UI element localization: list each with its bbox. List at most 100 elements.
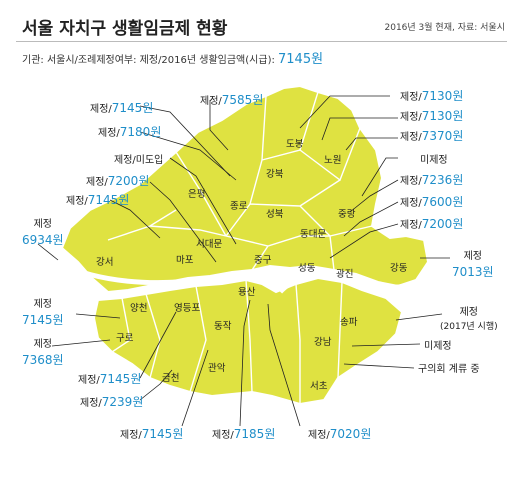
leader-line xyxy=(139,105,231,177)
callout-label: 제정/7200원 xyxy=(86,175,149,188)
callout-label: 제정 7145원 xyxy=(22,298,64,328)
district-name: 은평 xyxy=(188,189,206,200)
callout-status: 구의회 계류 중 xyxy=(418,364,480,375)
callout-status: 제정/미도입 xyxy=(114,155,164,166)
district-name: 송파 xyxy=(340,317,358,328)
callout-label: 제정/7185원 xyxy=(212,428,275,441)
callout-label: 제정/미도입 xyxy=(114,153,163,166)
callout-label: 미제정 xyxy=(424,339,452,352)
district-name: 용산 xyxy=(238,287,256,298)
callout-status: 제정/ xyxy=(98,128,120,139)
callout-status: 제정/ xyxy=(400,132,422,143)
callout-status: 제정/ xyxy=(308,430,330,441)
callout-label: 제정 (2017년 시행) xyxy=(440,306,498,333)
callout-status: 제정/ xyxy=(400,92,422,103)
leader-line xyxy=(51,339,111,347)
callout-status: 제정/ xyxy=(400,198,422,209)
leader-line xyxy=(299,95,390,129)
leader-line xyxy=(267,303,301,427)
leader-line xyxy=(139,311,177,379)
district-name: 마포 xyxy=(176,255,194,266)
callout-label: 제정/7370원 xyxy=(400,130,463,143)
district-name: 관악 xyxy=(208,363,226,374)
callout-label: 제정/7585원 xyxy=(200,94,263,107)
callout-wage: 7368원 xyxy=(22,352,64,367)
callout-label: 제정 7013원 xyxy=(452,250,494,280)
leader-line xyxy=(395,313,443,321)
callout-wage: 7239원 xyxy=(101,395,144,409)
leader-line xyxy=(349,179,399,213)
callout-wage: 7200원 xyxy=(107,174,150,188)
callout-wage: 7145원 xyxy=(111,101,154,115)
leader-line xyxy=(181,349,209,427)
seoul-wage: 7145원 xyxy=(278,52,324,67)
district-name: 종로 xyxy=(230,201,248,212)
callout-label: 제정/7145원 xyxy=(120,428,183,441)
callout-status: 미제정 xyxy=(420,155,448,166)
district-name: 금천 xyxy=(162,373,180,384)
district-name: 성동 xyxy=(298,263,316,274)
callout-label: 제정/7239원 xyxy=(80,396,143,409)
callout-status: 제정/ xyxy=(80,398,102,409)
leader-line xyxy=(139,131,237,181)
district-name: 동대문 xyxy=(300,229,327,240)
callout-label: 제정 7368원 xyxy=(22,338,64,368)
callout-status: 제정/ xyxy=(90,104,112,115)
callout-label: 제정/7130원 xyxy=(400,110,463,123)
callout-wage: 7145원 xyxy=(22,312,64,327)
page-title: 서울 자치구 생활임금제 현황 xyxy=(22,19,228,39)
callout-label: 제정/7020원 xyxy=(308,428,371,441)
district-name: 양천 xyxy=(130,303,148,314)
leader-line xyxy=(321,117,398,141)
callout-label: 제정/7180원 xyxy=(98,126,161,139)
callout-wage: 7585원 xyxy=(221,93,264,107)
district-name: 강서 xyxy=(96,257,114,268)
district-name: 도봉 xyxy=(286,139,304,150)
callout-label: 제정/7236원 xyxy=(400,174,463,187)
district-name: 서초 xyxy=(310,381,328,392)
callout-wage: 7370원 xyxy=(421,129,464,143)
callout-label: 제정/7145원 xyxy=(78,373,141,386)
district-name: 강북 xyxy=(266,169,284,180)
callout-status: 제정 xyxy=(459,307,479,318)
leader-line xyxy=(169,157,237,245)
district-name: 서대문 xyxy=(196,239,223,250)
south-landmass xyxy=(92,276,404,406)
callout-label: 제정/7200원 xyxy=(400,218,463,231)
callout-status: 제정 xyxy=(463,251,482,262)
callout-note: (2017년 시행) xyxy=(440,321,498,332)
district-name: 강동 xyxy=(390,263,408,274)
district-name: 광진 xyxy=(336,269,354,280)
callout-status: 제정 xyxy=(33,219,52,230)
north-landmass xyxy=(60,84,430,294)
callout-wage: 7600원 xyxy=(421,195,464,209)
callout-label: 제정 6934원 xyxy=(22,218,64,248)
leader-line xyxy=(139,369,173,401)
leader-line xyxy=(361,157,398,197)
divider xyxy=(16,41,507,42)
district-name: 동작 xyxy=(214,321,232,332)
callout-wage: 7130원 xyxy=(421,109,464,123)
callout-status: 제정/ xyxy=(86,177,108,188)
leader-line xyxy=(37,243,59,261)
callout-wage: 7013원 xyxy=(452,264,494,279)
callout-status: 제정/ xyxy=(212,430,234,441)
district-name: 중구 xyxy=(254,255,272,266)
leader-line xyxy=(329,223,399,259)
leader-line xyxy=(209,100,229,151)
leader-line xyxy=(239,299,251,427)
callout-status: 제정 xyxy=(33,299,52,310)
callout-status: 제정/ xyxy=(400,176,422,187)
seoul-summary: 기관: 서울시/조례제정여부: 제정/2016년 생활임금액(시급): 7145… xyxy=(22,48,323,67)
district-name: 성북 xyxy=(266,209,284,220)
callout-status: 제정/ xyxy=(78,375,100,386)
callout-wage: 7185원 xyxy=(233,427,276,441)
callout-wage: 7145원 xyxy=(87,193,130,207)
leader-line xyxy=(351,343,421,347)
callout-status: 제정/ xyxy=(400,220,422,231)
callout-label: 제정/7145원 xyxy=(66,194,129,207)
callout-label: 미제정 xyxy=(420,153,448,166)
callout-status: 제정/ xyxy=(400,112,422,123)
leader-line xyxy=(343,201,399,237)
callout-wage: 7145원 xyxy=(99,372,142,386)
